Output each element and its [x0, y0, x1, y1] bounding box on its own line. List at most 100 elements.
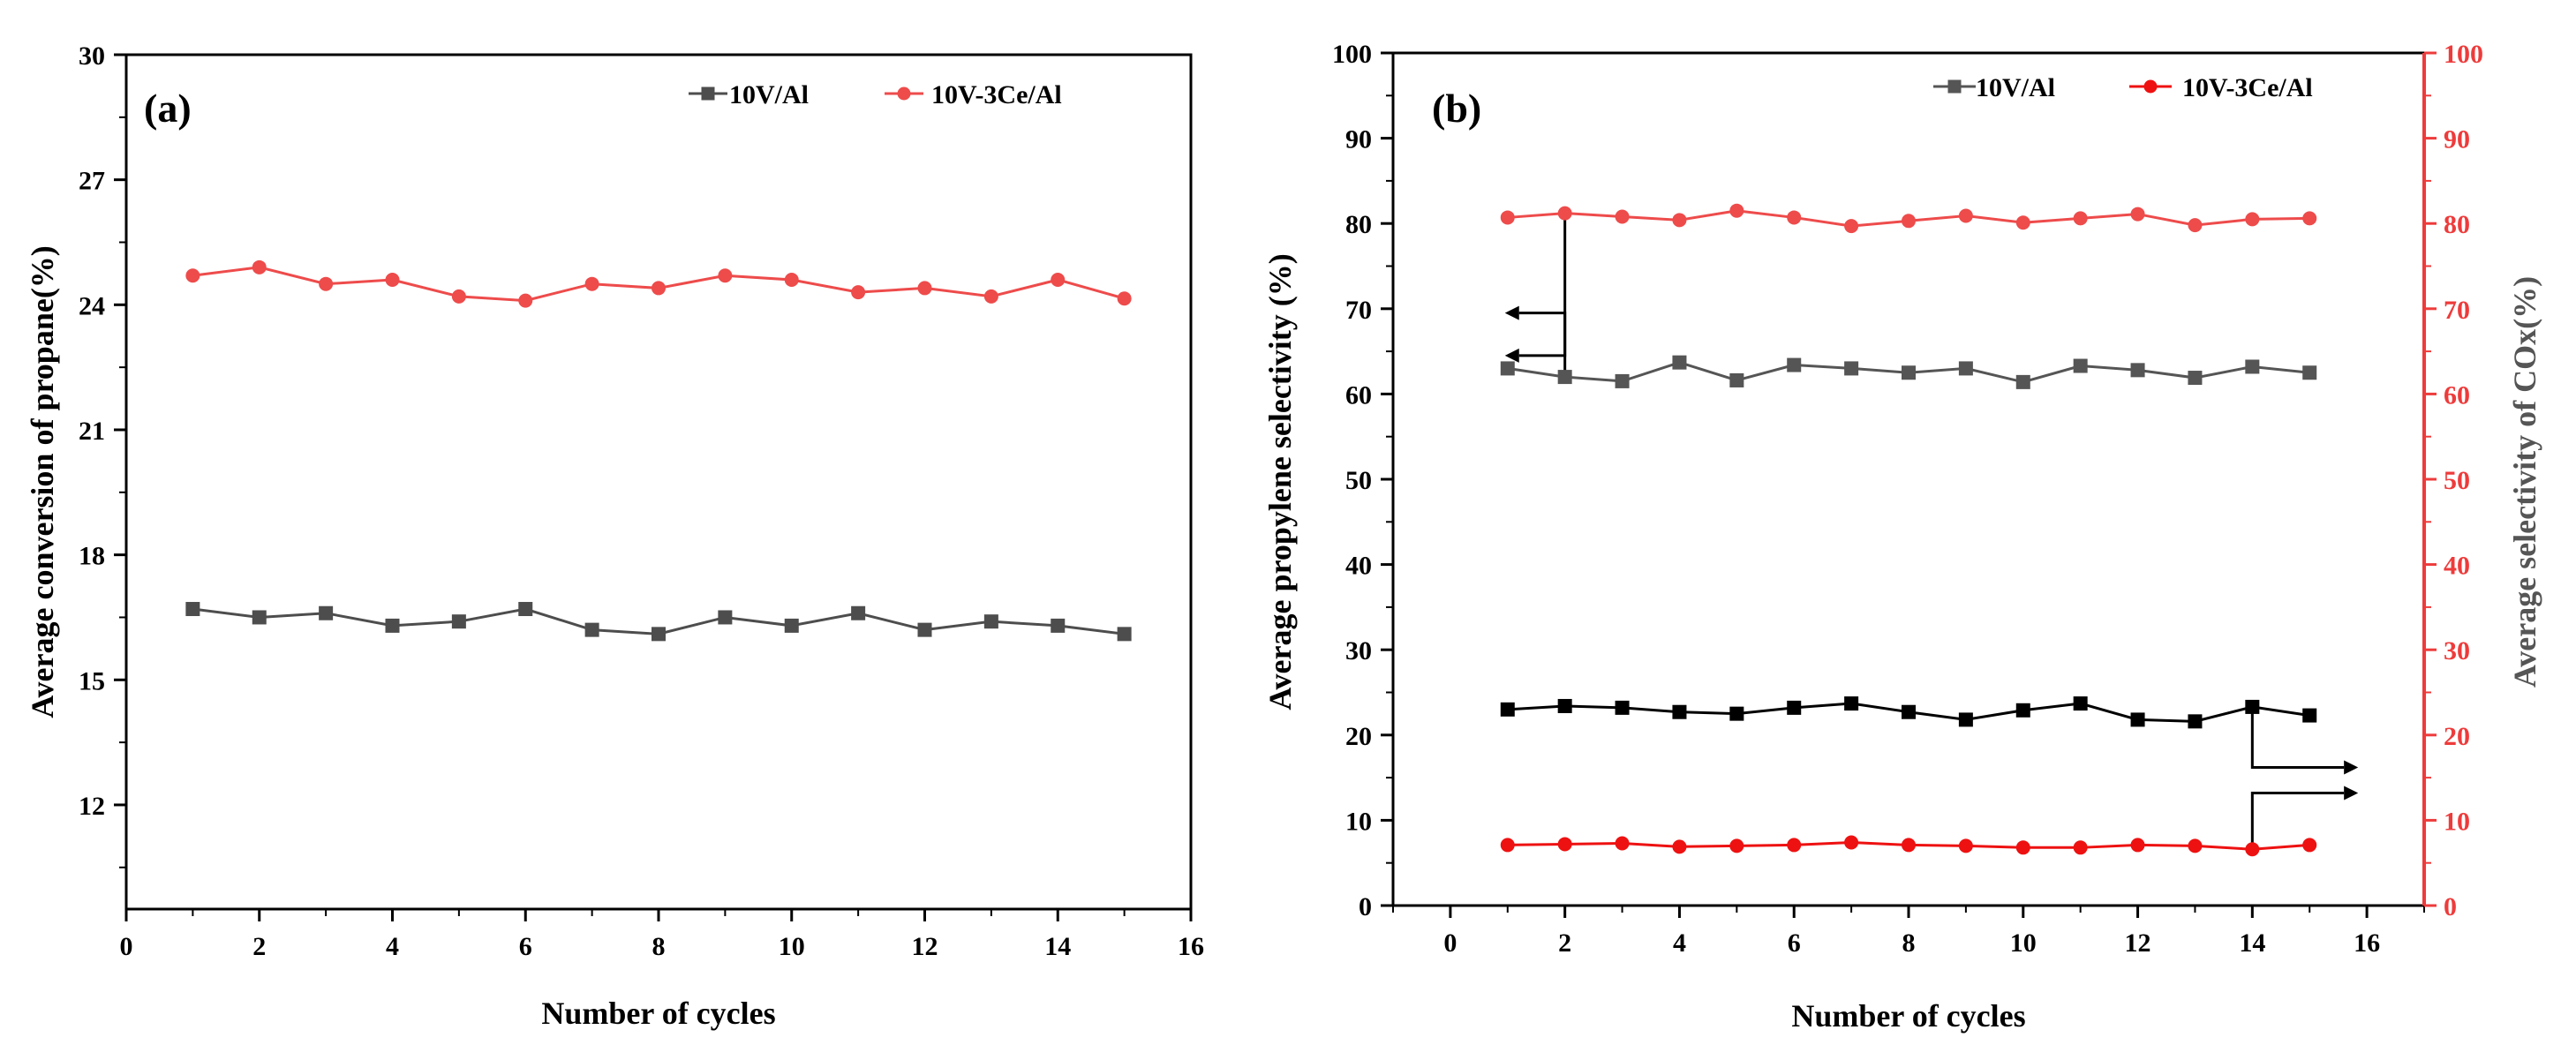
chart-b-ytick-label: 100: [1332, 40, 1372, 69]
chart-a-point: [185, 268, 200, 283]
chart-a-point: [983, 614, 998, 629]
chart-b-point: [2130, 363, 2145, 378]
chart-b-ytick-right-label: 60: [2444, 380, 2470, 410]
arrow-to-left-axis-head: [1504, 305, 1519, 320]
chart-b-point: [1615, 209, 1630, 224]
chart-b-point: [2130, 838, 2145, 853]
chart-b-ytick-right-label: 30: [2444, 636, 2470, 665]
chart-b-point: [1557, 698, 1572, 713]
chart-a-xtick-label: 4: [386, 932, 399, 961]
chart-b-point: [1672, 213, 1687, 228]
chart-b-ytick-label: 90: [1345, 125, 1372, 154]
chart-a-frame: [124, 53, 1193, 911]
arrow-to-left-axis-line: [1518, 312, 1567, 378]
chart-b-ytick-label: 80: [1345, 210, 1372, 239]
chart-b-ytick-right-label: 100: [2444, 40, 2483, 69]
chart-b-point: [2188, 218, 2203, 233]
chart-a-point: [652, 627, 666, 642]
chart-b-point: [2073, 358, 2088, 373]
chart-b-point: [1958, 838, 1973, 853]
chart-b-point: [1729, 706, 1744, 721]
chart-a-point: [252, 610, 267, 625]
chart-b-point: [1500, 838, 1515, 853]
chart-b-ylabel: Average propylene selectivity (%): [1262, 253, 1298, 710]
chart-b-ytick-label: 40: [1345, 552, 1372, 581]
chart-b-point: [1787, 210, 1802, 225]
chart-a-point: [1051, 618, 1066, 633]
chart-a-plot: [185, 259, 1132, 642]
chart-a-ytick-label: 18: [79, 542, 105, 571]
chart-a-ytick-label: 24: [79, 291, 105, 320]
chart-b-xtick-label: 16: [2354, 928, 2380, 958]
arrow-to-left-axis-head: [1504, 348, 1519, 363]
chart-a-point: [917, 281, 932, 296]
chart-b-point: [1902, 838, 1916, 853]
chart-a-point: [385, 618, 400, 633]
chart-a-point: [451, 614, 466, 629]
chart-a-ytick-label: 12: [79, 792, 105, 821]
arrow-to-left-axis-line: [1518, 213, 1567, 357]
arrow-to-right-axis-line: [2250, 791, 2345, 850]
chart-b-point: [1500, 702, 1515, 717]
chart-b-point: [1672, 704, 1687, 719]
chart-b-point: [2302, 838, 2317, 853]
chart-a-legend-label: 10V-3Ce/Al: [931, 80, 1062, 109]
chart-a-point: [1117, 627, 1132, 642]
chart-b-xtick-label: 10: [2010, 928, 2037, 958]
chart-b-point: [1672, 355, 1687, 370]
chart-b-point: [1672, 839, 1687, 854]
chart-a-xlabel: Number of cycles: [541, 996, 775, 1031]
chart-a-point: [983, 289, 998, 304]
chart-a-point: [185, 602, 200, 617]
chart-a-point: [652, 281, 666, 296]
chart-b-point: [1729, 203, 1744, 218]
chart-b-point: [1557, 206, 1572, 221]
chart-b: 0 2 4 6 8 10 12 14 16 0 10 20 30 40 50 60 70 80 90 100 0 10 20…: [1262, 40, 2542, 1034]
chart-b-plot: [1500, 203, 2317, 857]
chart-a-legend-marker: [701, 86, 715, 101]
chart-b-ytick-right-label: 70: [2444, 296, 2470, 325]
arrow-to-right-axis-head: [2344, 760, 2359, 775]
chart-b-ytick-right-label: 90: [2444, 125, 2470, 154]
chart-a-point: [319, 276, 334, 291]
chart-b-point: [1958, 208, 1973, 223]
chart-a-point: [1051, 272, 1066, 287]
chart-a-point: [784, 272, 799, 287]
chart-a-panel-label: (a): [144, 86, 192, 131]
chart-a-ytick-label: 30: [79, 41, 105, 71]
chart-a-point: [584, 276, 599, 291]
chart-a-xtick-label: 12: [912, 932, 938, 961]
chart-a-point: [451, 289, 466, 304]
chart-b-panel-label: (b): [1432, 86, 1481, 131]
chart-a-point: [851, 285, 866, 300]
chart-b-point: [1958, 361, 1973, 376]
chart-a-ylabel: Average conversion of propane(%): [25, 245, 60, 718]
chart-b-xtick-label: 2: [1558, 928, 1571, 958]
chart-b-ytick-label: 50: [1345, 466, 1372, 495]
chart-a-point: [518, 293, 533, 308]
chart-b-ylabel-right: Average selectivity of COx(%): [2507, 276, 2542, 688]
chart-b-point: [2302, 365, 2317, 380]
chart-b-point: [1844, 835, 1859, 850]
chart-b-point: [1844, 219, 1859, 234]
chart-b-ytick-label: 0: [1359, 892, 1372, 921]
chart-a-point: [784, 618, 799, 633]
arrow-to-right-axis-head: [2344, 786, 2359, 801]
chart-b-legend: 10V/Al 10V-3Ce/Al: [1933, 73, 2313, 102]
chart-b-ytick-label: 30: [1345, 636, 1372, 665]
chart-b-point: [1902, 365, 1916, 380]
chart-b-xtick-label: 8: [1902, 928, 1916, 958]
chart-a-point: [518, 602, 533, 617]
chart-b-legend-label: 10V-3Ce/Al: [2182, 73, 2313, 102]
chart-b-ytick-right-label: 40: [2444, 552, 2470, 581]
chart-b-point: [1557, 370, 1572, 385]
chart-a-ytick-label: 27: [79, 167, 105, 196]
chart-a-point: [718, 268, 733, 283]
chart-b-point: [1500, 210, 1515, 225]
chart-b-point: [2302, 211, 2317, 226]
chart-a-legend-label: 10V/Al: [729, 80, 809, 109]
chart-a-xtick-label: 10: [779, 932, 805, 961]
chart-b-point: [1902, 214, 1916, 229]
chart-a-point: [718, 610, 733, 625]
